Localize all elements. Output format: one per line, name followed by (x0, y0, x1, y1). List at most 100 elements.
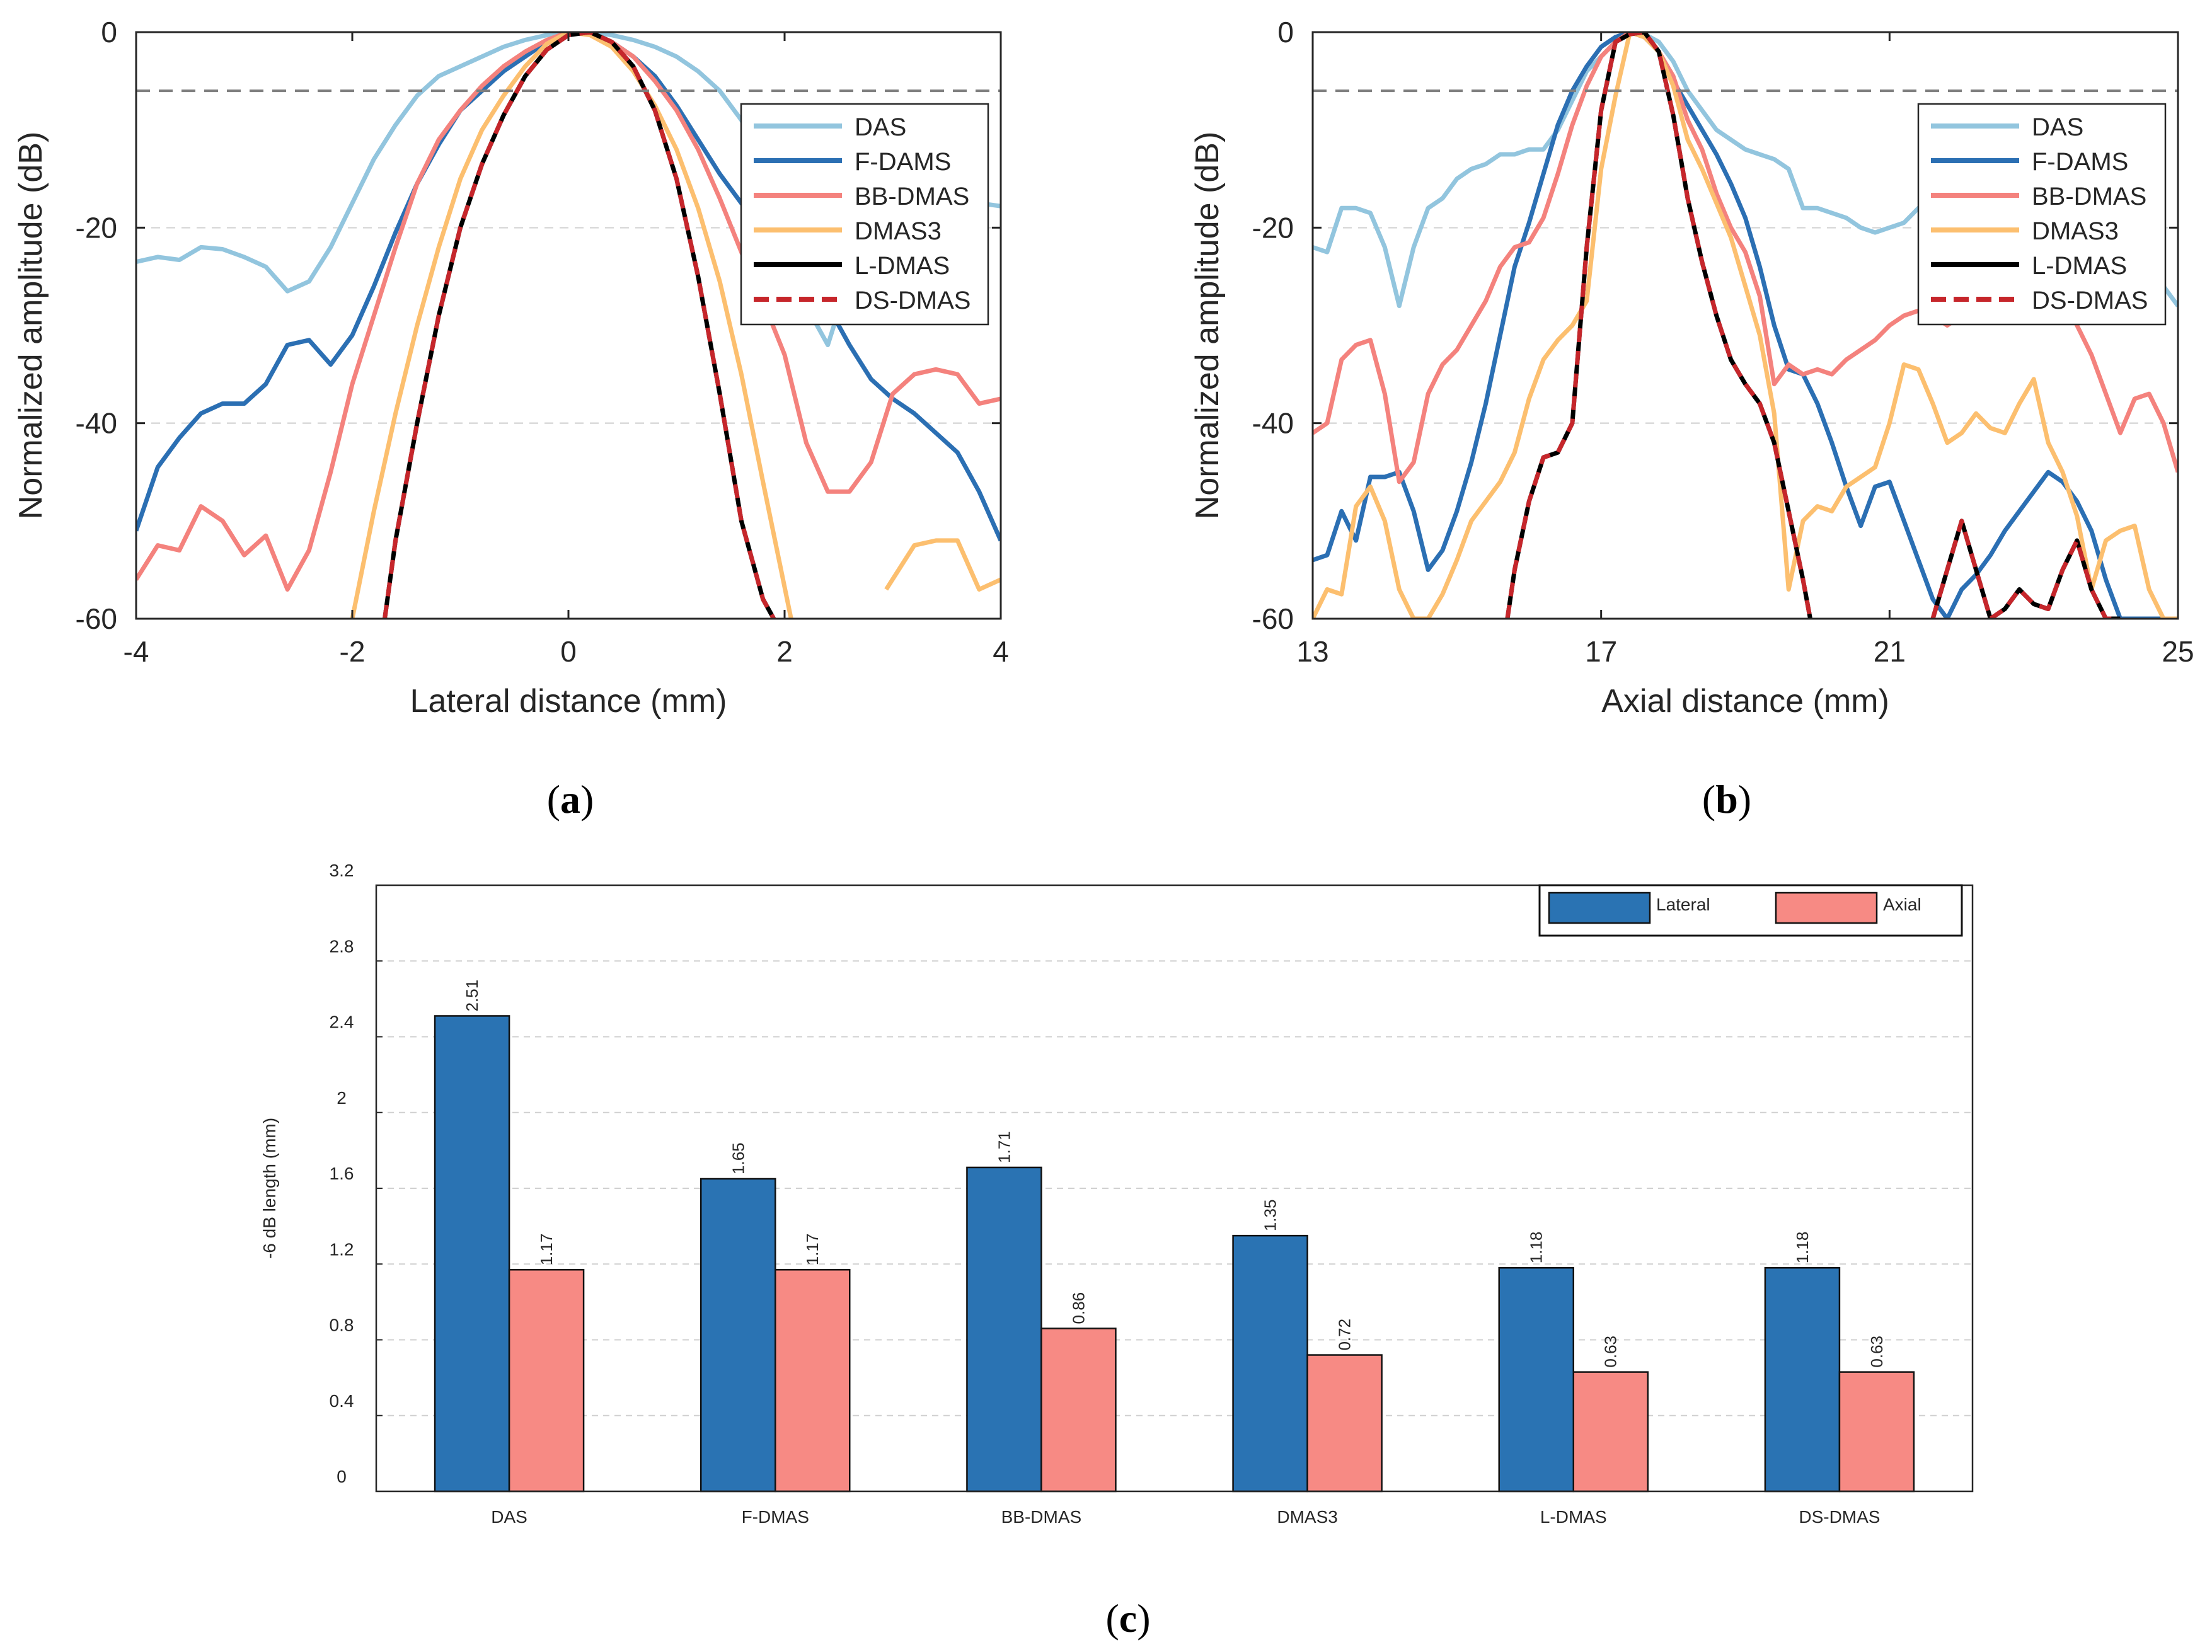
bar-lateral-dmas3 (1232, 1234, 1308, 1493)
y-tick-label-a-60: -60 (76, 602, 117, 635)
legend-b: DAS F-DAMS BB-DMAS DMAS3 L-DMAS DS-DMAS (1917, 103, 2167, 326)
legend-label-b-l-dmas: L-DMAS (2032, 252, 2127, 280)
bar-axial-f-dmas (775, 1269, 851, 1493)
panel-label-a: (a) (547, 777, 594, 822)
legend-label-a-bb-dmas: BB-DMAS (855, 183, 969, 210)
x-tick-label-b-21: 21 (1874, 635, 1906, 668)
y-tick-label-c-2: 2 (337, 1088, 347, 1108)
grid-lines-a (136, 227, 1001, 424)
y-axis-label-b: Normalized amplitude (dB) (1189, 132, 1226, 520)
y-tick-label-c-3-2: 3.2 (330, 861, 354, 880)
legend-label-b-dmas3: DMAS3 (2032, 217, 2119, 245)
panel-label-c: (c) (1105, 1596, 1150, 1641)
grid-lines-c (376, 960, 1973, 1416)
x-category-label-das: DAS (491, 1507, 527, 1527)
data-label-axial-dmas3: 0.72 (1335, 1319, 1354, 1351)
y-tick-label-c-0: 0 (337, 1467, 347, 1486)
y-tick-label-c-2-8: 2.8 (330, 936, 354, 956)
y-tick-label-c-0-4: 0.4 (330, 1391, 354, 1411)
bar-axial-das (508, 1269, 585, 1493)
bar-lateral-das (434, 1015, 510, 1493)
y-tick-label-c-1-6: 1.6 (330, 1164, 354, 1183)
y-axis-label-a: Normalized amplitude (dB) (13, 132, 49, 520)
series-line-b-ds-dmas (1505, 32, 2121, 619)
y-tick-label-c-2-4: 2.4 (330, 1012, 354, 1032)
x-tick-label-b-13: 13 (1296, 635, 1328, 668)
legend-box-a (740, 103, 989, 326)
series-line-a-ds-dmas (383, 32, 776, 619)
x-tick-label-a-2: -2 (340, 635, 366, 668)
legend-label-a-ds-dmas: DS-DMAS (855, 287, 971, 314)
legend-label-b-das: DAS (2032, 113, 2083, 141)
data-label-lateral-bb-dmas: 1.71 (994, 1131, 1013, 1163)
panel-label-b: (b) (1702, 777, 1751, 822)
bar-lateral-l-dmas (1498, 1267, 1574, 1493)
legend-label-a-l-dmas: L-DMAS (855, 252, 950, 280)
x-axis-label-b: Axial distance (mm) (1601, 683, 1889, 720)
y-tick-label-b-0: 0 (1277, 16, 1294, 49)
y-axis-label-c: -6 dB length (mm) (260, 1118, 279, 1259)
bar-axial-l-dmas (1572, 1371, 1649, 1493)
bar-lateral-ds-dmas (1764, 1267, 1841, 1493)
data-label-lateral-f-dmas: 1.65 (729, 1142, 747, 1174)
axes-box-b (1311, 31, 2179, 620)
bar-axial-dmas3 (1306, 1354, 1383, 1493)
data-label-axial-ds-dmas: 0.63 (1867, 1336, 1886, 1368)
series-line-b-dmas3 (1313, 32, 2178, 619)
data-label-lateral-l-dmas: 1.18 (1527, 1232, 1546, 1264)
x-tick-label-a-4: 4 (993, 635, 1009, 668)
bar-axial-ds-dmas (1838, 1371, 1915, 1493)
y-tick-label-c-0-8: 0.8 (330, 1316, 354, 1335)
y-tick-label-a-20: -20 (76, 211, 117, 244)
panel-a-line-chart: -4 -2 0 2 40-20-40-60 Lateral distance (mm) … (13, 16, 1009, 720)
bars-group-c: 2.51 1.17 1.65 1.17 1.71 0.86 1.35 0.72 1.18 0.63… (375, 884, 1974, 1493)
legend-label-b-bb-dmas: BB-DMAS (2032, 183, 2146, 210)
data-label-lateral-dmas3: 1.35 (1261, 1200, 1280, 1232)
series-line-a-dmas3 (350, 32, 1001, 619)
legend-label-a-f-dams: F-DAMS (855, 148, 951, 176)
x-tick-label-a-0: 0 (560, 635, 577, 668)
bar-lateral-bb-dmas (966, 1166, 1042, 1493)
bar-axial-bb-dmas (1040, 1328, 1117, 1493)
x-axis-label-a: Lateral distance (mm) (410, 683, 727, 720)
legend-a: DAS F-DAMS BB-DMAS DMAS3 L-DMAS DS-DMAS (740, 103, 989, 326)
data-label-lateral-das: 2.51 (463, 980, 481, 1012)
panel-b-line-chart: 13 17 21 25 0 -20 -40 -60 Axial distance (mm) N… (1189, 16, 2194, 720)
y-tick-label-c-1-2: 1.2 (330, 1239, 354, 1259)
legend-label-c-axial: Axial (1883, 895, 1921, 914)
y-tick-label-b-20: -20 (1252, 211, 1294, 244)
series-line-a-bb-dmas (136, 32, 1001, 592)
tick-labels-c: 0 0.4 0.8 1.2 1.6 2 2.4 2.8 3.2 DAS F-DMAS BB-DMAS D… (330, 861, 1881, 1527)
x-tick-label-b-17: 17 (1585, 635, 1617, 668)
x-category-label-f-dmas: F-DMAS (742, 1507, 809, 1527)
legend-swatch-c-lateral (1548, 892, 1651, 924)
legend-box-b (1917, 103, 2167, 326)
grid-lines-b (1313, 227, 2178, 424)
x-tick-label-a-2: 2 (776, 635, 793, 668)
y-tick-label-a-0: 0 (101, 16, 117, 49)
data-label-lateral-ds-dmas: 1.18 (1793, 1232, 1812, 1264)
legend-label-b-ds-dmas: DS-DMAS (2032, 287, 2148, 314)
legend-label-b-f-dams: F-DAMS (2032, 148, 2128, 176)
x-tick-label-b-25: 25 (2162, 635, 2194, 668)
x-category-label-bb-dmas: BB-DMAS (1001, 1507, 1082, 1527)
data-label-axial-f-dmas: 1.17 (803, 1234, 822, 1266)
legend-label-c-lateral: Lateral (1656, 895, 1710, 914)
series-line-a-f-dams (136, 32, 1001, 542)
x-category-label-ds-dmas: DS-DMAS (1799, 1507, 1880, 1527)
y-tick-label-b-60: -60 (1252, 602, 1294, 635)
y-tick-label-b-40: -40 (1252, 407, 1294, 440)
legend-label-a-dmas3: DMAS3 (855, 217, 942, 245)
data-label-axial-das: 1.17 (537, 1234, 556, 1266)
data-label-axial-bb-dmas: 0.86 (1069, 1292, 1088, 1324)
x-tick-label-a-4: -4 (124, 635, 149, 668)
series-line-b-f-dams (1313, 32, 2178, 619)
tick-labels-b: 13 17 21 25 0 -20 -40 -60 (1252, 16, 2194, 668)
data-label-axial-l-dmas: 0.63 (1601, 1336, 1620, 1368)
tick-labels-a: -4 -2 0 2 40-20-40-60 (76, 16, 1009, 668)
x-category-label-dmas3: DMAS3 (1277, 1507, 1337, 1527)
legend-swatch-c-axial (1775, 892, 1878, 924)
legend-c: Lateral Axial (1538, 884, 1963, 937)
legend-label-a-das: DAS (855, 113, 906, 141)
